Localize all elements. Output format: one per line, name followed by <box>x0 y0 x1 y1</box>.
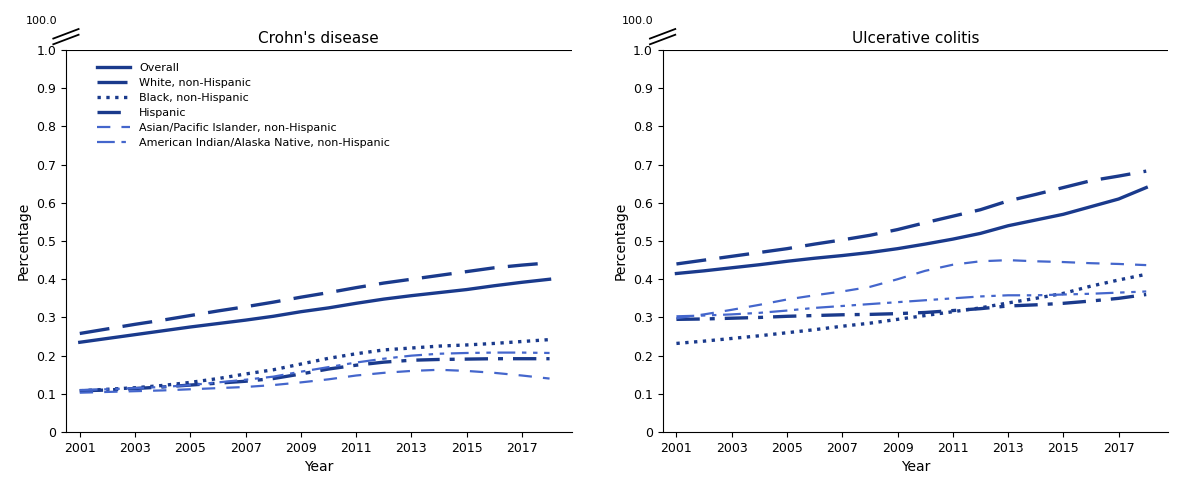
X-axis label: Year: Year <box>901 461 930 474</box>
Title: Ulcerative colitis: Ulcerative colitis <box>852 31 979 46</box>
Y-axis label: Percentage: Percentage <box>614 202 627 280</box>
Legend: Overall, White, non-Hispanic, Black, non-Hispanic, Hispanic, Asian/Pacific Islan: Overall, White, non-Hispanic, Black, non… <box>97 63 390 148</box>
Text: 100.0: 100.0 <box>622 16 654 27</box>
Y-axis label: Percentage: Percentage <box>17 202 31 280</box>
X-axis label: Year: Year <box>305 461 333 474</box>
Title: Crohn's disease: Crohn's disease <box>258 31 379 46</box>
Text: 100.0: 100.0 <box>26 16 57 27</box>
